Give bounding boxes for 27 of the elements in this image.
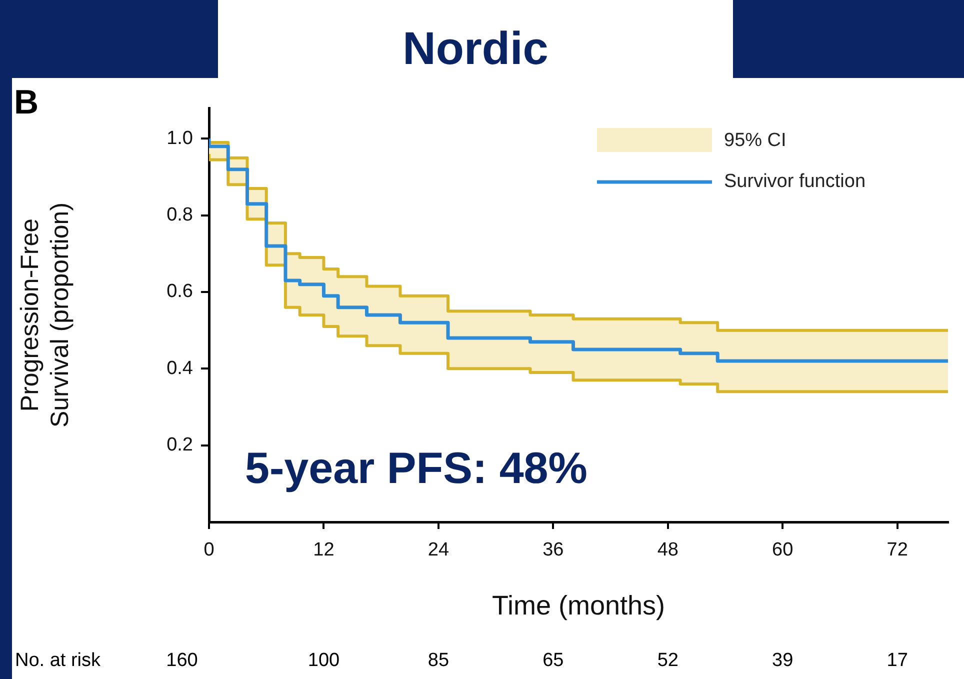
- text: 100: [308, 650, 340, 672]
- y-tick-label: 0.6: [166, 281, 193, 302]
- text: 85: [428, 650, 450, 672]
- annotation: 95% CI: [724, 130, 786, 152]
- x-tick-label: 0: [204, 540, 214, 561]
- x-axis-title: Time (months): [492, 590, 666, 620]
- x-tick-label: 24: [428, 540, 450, 561]
- x-tick-label: 12: [313, 540, 334, 561]
- y-tick-label: 1.0: [166, 128, 193, 149]
- x-tick-label: 48: [657, 540, 678, 561]
- text: B: [14, 83, 39, 122]
- text: 52: [657, 650, 678, 672]
- text: 39: [772, 650, 794, 672]
- y-axis-title: Progression-Free Survival (proportion): [16, 202, 74, 428]
- text: 65: [542, 650, 564, 672]
- text: 160: [166, 650, 198, 672]
- annotation: 5-year PFS: 48%: [245, 444, 588, 494]
- x-tick-label: 36: [542, 540, 564, 561]
- text: 17: [886, 650, 908, 672]
- chart-title: Nordic: [218, 0, 733, 80]
- x-tick-label: 72: [886, 540, 908, 561]
- text: No. at risk: [15, 650, 102, 672]
- y-tick-label: 0.4: [166, 358, 194, 379]
- text: Survivor function: [724, 171, 866, 192]
- x-tick-label: 60: [772, 540, 794, 561]
- y-tick-label: 0.8: [166, 204, 193, 226]
- y-tick-label: 0.2: [166, 434, 193, 456]
